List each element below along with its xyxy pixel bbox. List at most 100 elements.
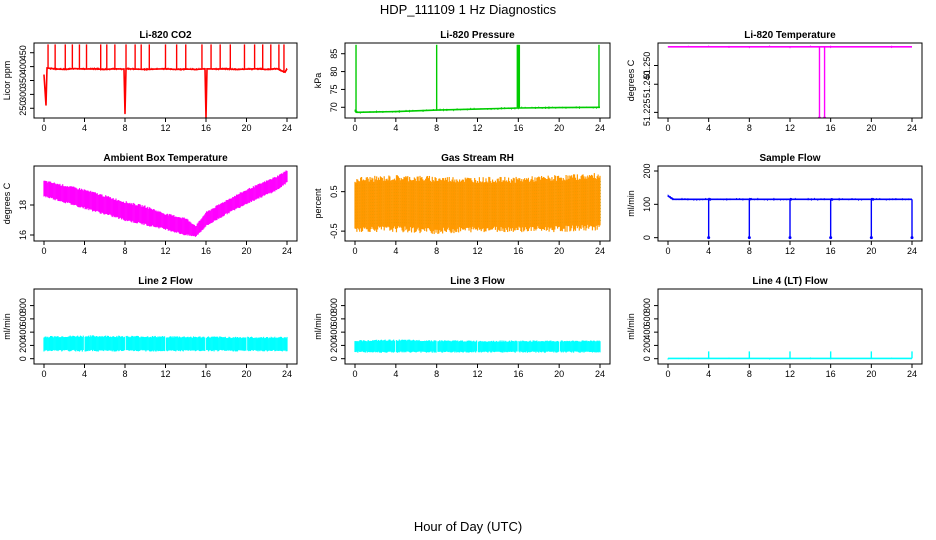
series-line xyxy=(354,106,601,114)
x-tick-label: 4 xyxy=(706,123,711,133)
chart-panel: Line 3 Flow ml/min 0 4 8 12 16 20 24 0 20040060080… xyxy=(313,276,611,379)
x-tick-label: 20 xyxy=(554,123,564,133)
y-tick-label: 100 xyxy=(642,197,652,212)
y-tick-label: 51.250 xyxy=(642,52,652,80)
series-drop-point xyxy=(707,236,711,240)
x-tick-label: 24 xyxy=(282,246,292,256)
chart-title: Line 3 Flow xyxy=(450,276,505,287)
x-tick-label: 8 xyxy=(434,246,439,256)
x-tick-label: 12 xyxy=(785,246,795,256)
y-tick-label: 200 xyxy=(642,163,652,178)
chart-title: Gas Stream RH xyxy=(441,153,514,164)
x-tick-label: 12 xyxy=(472,246,482,256)
x-tick-label: 8 xyxy=(434,369,439,379)
plot-area xyxy=(354,339,601,353)
y-tick-label: 0.5 xyxy=(329,185,339,198)
y-tick-label: 400 xyxy=(18,325,28,340)
x-tick-label: 4 xyxy=(706,369,711,379)
x-tick-label: 16 xyxy=(826,369,836,379)
y-axis-label: percent xyxy=(313,188,323,219)
y-tick-label: 75 xyxy=(329,84,339,94)
y-tick-label: 350 xyxy=(18,73,28,88)
y-tick-label: 250 xyxy=(18,101,28,116)
x-tick-label: 0 xyxy=(41,369,46,379)
x-tick-label: 8 xyxy=(747,369,752,379)
x-tick-label: 20 xyxy=(554,369,564,379)
chart-panel: Line 4 (LT) Flow ml/min 0 4 8 12 16 20 24 0 200400… xyxy=(626,276,923,379)
x-tick-label: 12 xyxy=(785,369,795,379)
plot-frame xyxy=(344,288,611,365)
x-tick-label: 24 xyxy=(907,246,917,256)
y-tick-label: 0 xyxy=(642,356,652,361)
x-tick-label: 24 xyxy=(595,369,605,379)
x-tick-label: 0 xyxy=(41,123,46,133)
x-tick-label: 8 xyxy=(122,246,127,256)
y-axis-label: degrees C xyxy=(2,182,12,224)
series-drop-point xyxy=(788,236,792,240)
y-axis-label: ml/min xyxy=(313,313,323,340)
y-tick-label: 16 xyxy=(18,230,28,240)
plot-area xyxy=(354,44,601,114)
x-tick-label: 4 xyxy=(82,369,87,379)
chart-panel: Gas Stream RH percent 0 4 8 12 16 20 24 -0.5 0.5 xyxy=(313,153,611,256)
chart-title: Sample Flow xyxy=(759,153,820,164)
y-tick-label: 600 xyxy=(329,311,339,326)
x-tick-label: 20 xyxy=(866,246,876,256)
chart-panel: Li-820 Pressure kPa 0 4 8 12 16 20 24 70 75 80 85 xyxy=(313,30,611,133)
x-tick-label: 4 xyxy=(82,246,87,256)
x-tick-label: 4 xyxy=(393,369,398,379)
y-tick-label: 0 xyxy=(329,356,339,361)
plot-area xyxy=(43,44,288,118)
y-tick-label: 600 xyxy=(18,311,28,326)
y-tick-label: 0 xyxy=(642,235,652,240)
chart-panel: Sample Flow ml/min 0 4 8 12 16 20 24 0 100 200 xyxy=(626,153,923,256)
y-tick-label: 450 xyxy=(18,45,28,60)
y-axis-label: ml/min xyxy=(626,313,636,340)
chart-panel: Ambient Box Temperature degrees C 0 4 8 12 16 2… xyxy=(2,153,298,256)
y-tick-label: 400 xyxy=(642,325,652,340)
x-tick-label: 0 xyxy=(665,123,670,133)
y-tick-label: 800 xyxy=(642,298,652,313)
x-tick-label: 4 xyxy=(706,246,711,256)
chart-title: Li-820 CO2 xyxy=(139,30,192,41)
x-tick-label: 20 xyxy=(241,246,251,256)
y-tick-label: 400 xyxy=(329,325,339,340)
x-tick-label: 8 xyxy=(122,369,127,379)
y-tick-label: 200 xyxy=(329,338,339,353)
x-tick-label: 20 xyxy=(241,369,251,379)
x-tick-label: 0 xyxy=(352,246,357,256)
y-tick-label: 800 xyxy=(329,298,339,313)
x-tick-label: 16 xyxy=(201,246,211,256)
x-tick-label: 12 xyxy=(472,369,482,379)
y-axis-label: ml/min xyxy=(626,190,636,217)
series-drop-point xyxy=(747,236,751,240)
x-tick-label: 12 xyxy=(160,369,170,379)
y-tick-label: 70 xyxy=(329,102,339,112)
plot-area xyxy=(667,351,913,360)
y-tick-label: 200 xyxy=(642,338,652,353)
chart-panel: Line 2 Flow ml/min 0 4 8 12 16 20 24 0 20040060080… xyxy=(2,276,298,379)
x-tick-label: 0 xyxy=(665,246,670,256)
x-tick-label: 16 xyxy=(513,123,523,133)
y-tick-label: 0 xyxy=(18,356,28,361)
series-drop-point xyxy=(829,236,833,240)
x-tick-label: 24 xyxy=(907,369,917,379)
y-tick-label: -0.5 xyxy=(329,223,339,239)
x-tick-label: 20 xyxy=(241,123,251,133)
x-tick-label: 16 xyxy=(513,369,523,379)
plot-area xyxy=(354,173,601,235)
x-tick-label: 20 xyxy=(866,123,876,133)
x-tick-label: 16 xyxy=(201,369,211,379)
x-axis-title: Hour of Day (UTC) xyxy=(414,519,522,534)
x-tick-label: 16 xyxy=(201,123,211,133)
y-tick-label: 85 xyxy=(329,49,339,59)
x-tick-label: 0 xyxy=(352,369,357,379)
x-tick-label: 0 xyxy=(665,369,670,379)
plot-area xyxy=(667,45,912,118)
y-tick-label: 51.225 xyxy=(642,99,652,127)
chart-title: Line 2 Flow xyxy=(138,276,193,287)
x-tick-label: 24 xyxy=(595,246,605,256)
